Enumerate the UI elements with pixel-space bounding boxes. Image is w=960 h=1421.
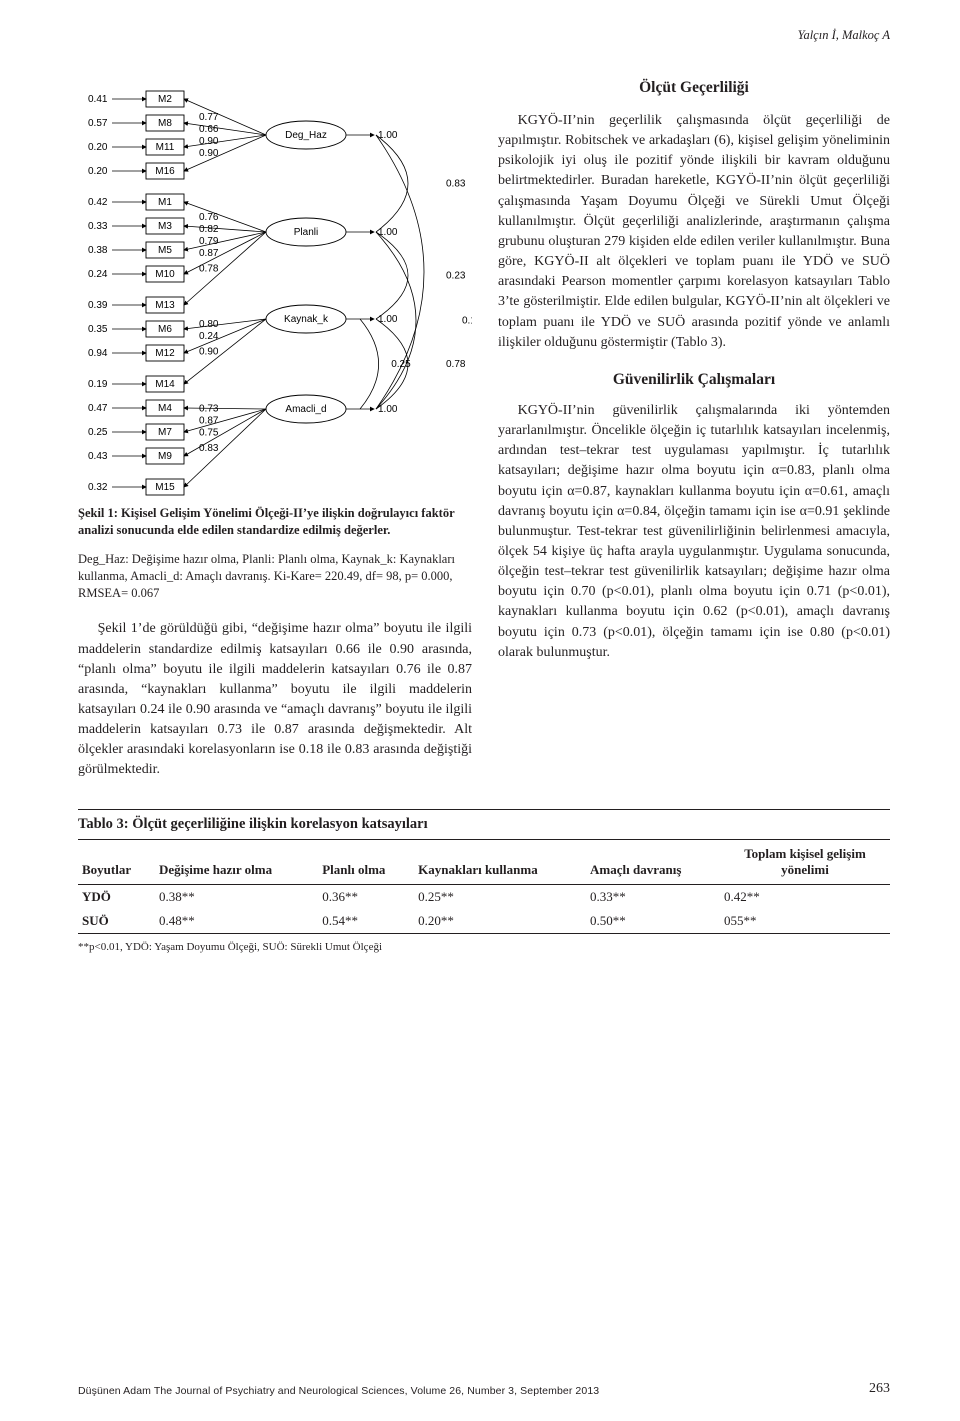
table-row: SUÖ0.48**0.54**0.20**0.50**055** — [78, 909, 890, 933]
table-footnote: **p<0.01, YDÖ: Yaşam Doyumu Ölçeği, SUÖ:… — [78, 940, 890, 954]
svg-text:M16: M16 — [155, 166, 175, 177]
journal-line: Düşünen Adam The Journal of Psychiatry a… — [78, 1385, 599, 1397]
table-cell: 0.25** — [414, 884, 586, 909]
table-cell: 0.48** — [155, 909, 318, 933]
table-header-cell: Toplam kişisel gelişimyönelimi — [720, 840, 890, 885]
svg-text:0.82: 0.82 — [199, 224, 219, 235]
svg-text:0.90: 0.90 — [199, 148, 219, 159]
svg-text:M9: M9 — [158, 451, 172, 462]
svg-text:0.83: 0.83 — [199, 443, 219, 454]
svg-text:0.38: 0.38 — [88, 245, 108, 256]
svg-text:M5: M5 — [158, 245, 172, 256]
page-footer: Düşünen Adam The Journal of Psychiatry a… — [78, 1381, 890, 1397]
figure-caption-title: Şekil 1: Kişisel Gelişim Yönelimi Ölçeği… — [78, 506, 454, 537]
sem-path-diagram: M2 0.41 M8 0.57 M11 0.20 M16 0.20 M1 0.42 M3 0.33 M5… — [78, 79, 472, 499]
page-number: 263 — [869, 1381, 890, 1397]
svg-text:0.78: 0.78 — [446, 359, 466, 370]
svg-text:M3: M3 — [158, 221, 172, 232]
table-header-cell: Değişime hazır olma — [155, 840, 318, 885]
table-cell: 0.54** — [318, 909, 414, 933]
svg-text:Kaynak_k: Kaynak_k — [284, 314, 329, 325]
svg-text:Deg_Haz: Deg_Haz — [285, 130, 327, 141]
right-column: Ölçüt Geçerliliği KGYÖ-II’nin geçerlilik… — [498, 79, 890, 781]
table-row: YDÖ0.38**0.36**0.25**0.33**0.42** — [78, 884, 890, 909]
table-header-cell: Kaynakları kullanma — [414, 840, 586, 885]
svg-text:0.83: 0.83 — [446, 179, 466, 190]
table-title: Tablo 3: Ölçüt geçerliliğine ilişkin kor… — [78, 810, 890, 840]
figure-notes: Deg_Haz: Değişime hazır olma, Planli: Pl… — [78, 551, 472, 602]
svg-text:0.90: 0.90 — [199, 136, 219, 147]
table-cell: 0.33** — [586, 884, 720, 909]
table-cell: 0.42** — [720, 884, 890, 909]
figure-caption: Şekil 1: Kişisel Gelişim Yönelimi Ölçeği… — [78, 505, 472, 539]
svg-text:Planli: Planli — [294, 227, 318, 238]
svg-text:0.39: 0.39 — [88, 300, 108, 311]
table-cell: 0.50** — [586, 909, 720, 933]
svg-text:0.87: 0.87 — [199, 248, 219, 259]
svg-text:1.00: 1.00 — [378, 227, 398, 238]
svg-text:M6: M6 — [158, 324, 172, 335]
svg-text:0.25: 0.25 — [391, 359, 411, 370]
svg-text:0.66: 0.66 — [199, 124, 219, 135]
table-cell: 055** — [720, 909, 890, 933]
svg-text:0.19: 0.19 — [88, 379, 108, 390]
svg-text:0.20: 0.20 — [88, 142, 108, 153]
svg-text:0.24: 0.24 — [88, 269, 108, 280]
table-cell: SUÖ — [78, 909, 155, 933]
svg-text:0.75: 0.75 — [199, 428, 219, 439]
svg-text:M12: M12 — [155, 348, 175, 359]
right-body-paragraph-2: KGYÖ-II’nin güvenilirlik çalışmalarında … — [498, 401, 890, 663]
table-header-cell: Amaçlı davranış — [586, 840, 720, 885]
svg-text:M14: M14 — [155, 379, 175, 390]
right-body-paragraph-1: KGYÖ-II’nin geçerlilik çalışmasında ölçü… — [498, 111, 890, 353]
svg-text:M13: M13 — [155, 300, 175, 311]
svg-text:M8: M8 — [158, 118, 172, 129]
svg-text:0.43: 0.43 — [88, 451, 108, 462]
svg-text:0.90: 0.90 — [199, 347, 219, 358]
correlation-table: BoyutlarDeğişime hazır olmaPlanlı olmaKa… — [78, 840, 890, 933]
svg-text:M7: M7 — [158, 427, 172, 438]
section-heading-criterion: Ölçüt Geçerliliği — [498, 79, 890, 97]
svg-text:0.80: 0.80 — [199, 319, 219, 330]
two-column-layout: M2 0.41 M8 0.57 M11 0.20 M16 0.20 M1 0.42 M3 0.33 M5… — [78, 79, 890, 781]
svg-text:0.23: 0.23 — [446, 271, 466, 282]
svg-text:M15: M15 — [155, 482, 175, 493]
svg-text:0.94: 0.94 — [88, 348, 108, 359]
left-body-paragraph: Şekil 1’de görüldüğü gibi, “değişime haz… — [78, 619, 472, 780]
svg-text:0.76: 0.76 — [199, 212, 219, 223]
svg-text:0.77: 0.77 — [199, 112, 219, 123]
svg-text:0.73: 0.73 — [199, 404, 219, 415]
table-cell: YDÖ — [78, 884, 155, 909]
svg-text:M1: M1 — [158, 197, 172, 208]
running-head: Yalçın İ, Malkoç A — [78, 28, 890, 43]
svg-text:Amacli_d: Amacli_d — [285, 404, 326, 415]
left-column: M2 0.41 M8 0.57 M11 0.20 M16 0.20 M1 0.42 M3 0.33 M5… — [78, 79, 472, 781]
table-header-cell: Planlı olma — [318, 840, 414, 885]
svg-text:0.35: 0.35 — [88, 324, 108, 335]
svg-text:0.42: 0.42 — [88, 197, 108, 208]
svg-text:0.47: 0.47 — [88, 403, 108, 414]
svg-text:0.79: 0.79 — [199, 236, 219, 247]
svg-text:M2: M2 — [158, 94, 172, 105]
svg-text:0.20: 0.20 — [88, 166, 108, 177]
svg-text:M11: M11 — [156, 142, 175, 153]
svg-text:0.32: 0.32 — [88, 482, 108, 493]
table-cell: 0.36** — [318, 884, 414, 909]
svg-text:0.24: 0.24 — [199, 331, 219, 342]
section-heading-reliability: Güvenilirlik Çalışmaları — [498, 371, 890, 389]
table-3: Tablo 3: Ölçüt geçerliliğine ilişkin kor… — [78, 809, 890, 934]
svg-text:0.78: 0.78 — [199, 264, 219, 275]
table-cell: 0.38** — [155, 884, 318, 909]
svg-text:0.33: 0.33 — [88, 221, 108, 232]
svg-text:0.57: 0.57 — [88, 118, 108, 129]
svg-text:0.41: 0.41 — [88, 94, 108, 105]
svg-text:M4: M4 — [158, 403, 172, 414]
table-cell: 0.20** — [414, 909, 586, 933]
svg-text:0.18: 0.18 — [462, 316, 472, 327]
table-header-cell: Boyutlar — [78, 840, 155, 885]
svg-text:M10: M10 — [155, 269, 175, 280]
svg-text:0.25: 0.25 — [88, 427, 108, 438]
svg-text:0.87: 0.87 — [199, 416, 219, 427]
